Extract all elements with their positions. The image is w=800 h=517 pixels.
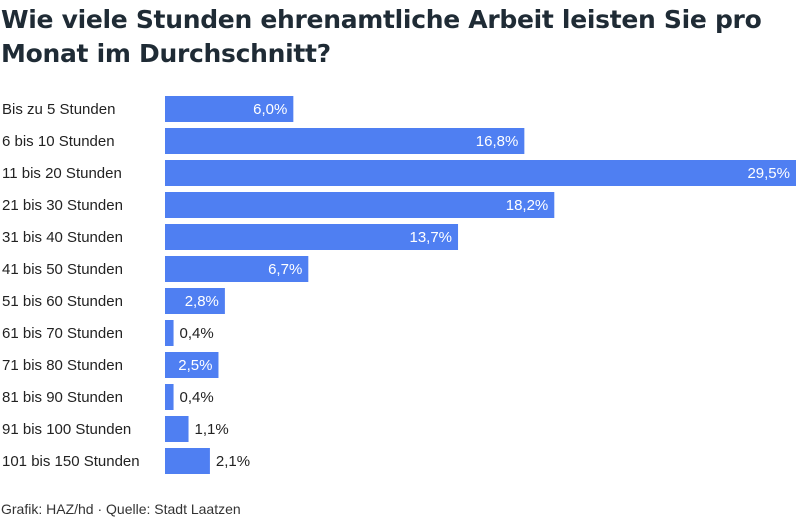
value-label: 2,5% [178,357,212,374]
bar [165,224,459,250]
category-label: 51 bis 60 Stunden [2,293,123,310]
category-label: 61 bis 70 Stunden [2,325,123,342]
value-label: 1,1% [195,421,229,438]
bar [165,416,189,442]
bar [165,320,174,346]
category-label: 41 bis 50 Stunden [2,261,123,278]
bar [165,288,225,314]
category-label: 91 bis 100 Stunden [2,421,131,438]
value-label: 0,4% [180,389,214,406]
bar [165,448,210,474]
value-label: 6,7% [268,261,302,278]
category-label: Bis zu 5 Stunden [2,101,115,118]
value-label: 29,5% [747,165,790,182]
value-label: 2,1% [216,453,250,470]
category-label: 11 bis 20 Stunden [2,165,122,182]
category-label: 31 bis 40 Stunden [2,229,123,246]
value-label: 13,7% [409,229,452,246]
bar [165,352,219,378]
value-label: 6,0% [253,101,287,118]
category-label: 6 bis 10 Stunden [2,133,115,150]
value-label: 2,8% [185,293,219,310]
bar [165,384,174,410]
bar [165,256,309,282]
bar [165,160,796,186]
category-label: 81 bis 90 Stunden [2,389,123,406]
value-label: 18,2% [506,197,549,214]
value-label: 16,8% [476,133,519,150]
source-footer: Grafik: HAZ/hd · Quelle: Stadt Laatzen [1,501,241,517]
bar [165,128,525,154]
bar [165,96,294,122]
category-label: 71 bis 80 Stunden [2,357,123,374]
value-label: 0,4% [180,325,214,342]
category-label: 101 bis 150 Stunden [2,453,140,470]
bar [165,192,555,218]
category-label: 21 bis 30 Stunden [2,197,123,214]
chart-title: Wie viele Stunden ehrenamtliche Arbeit l… [1,5,762,68]
